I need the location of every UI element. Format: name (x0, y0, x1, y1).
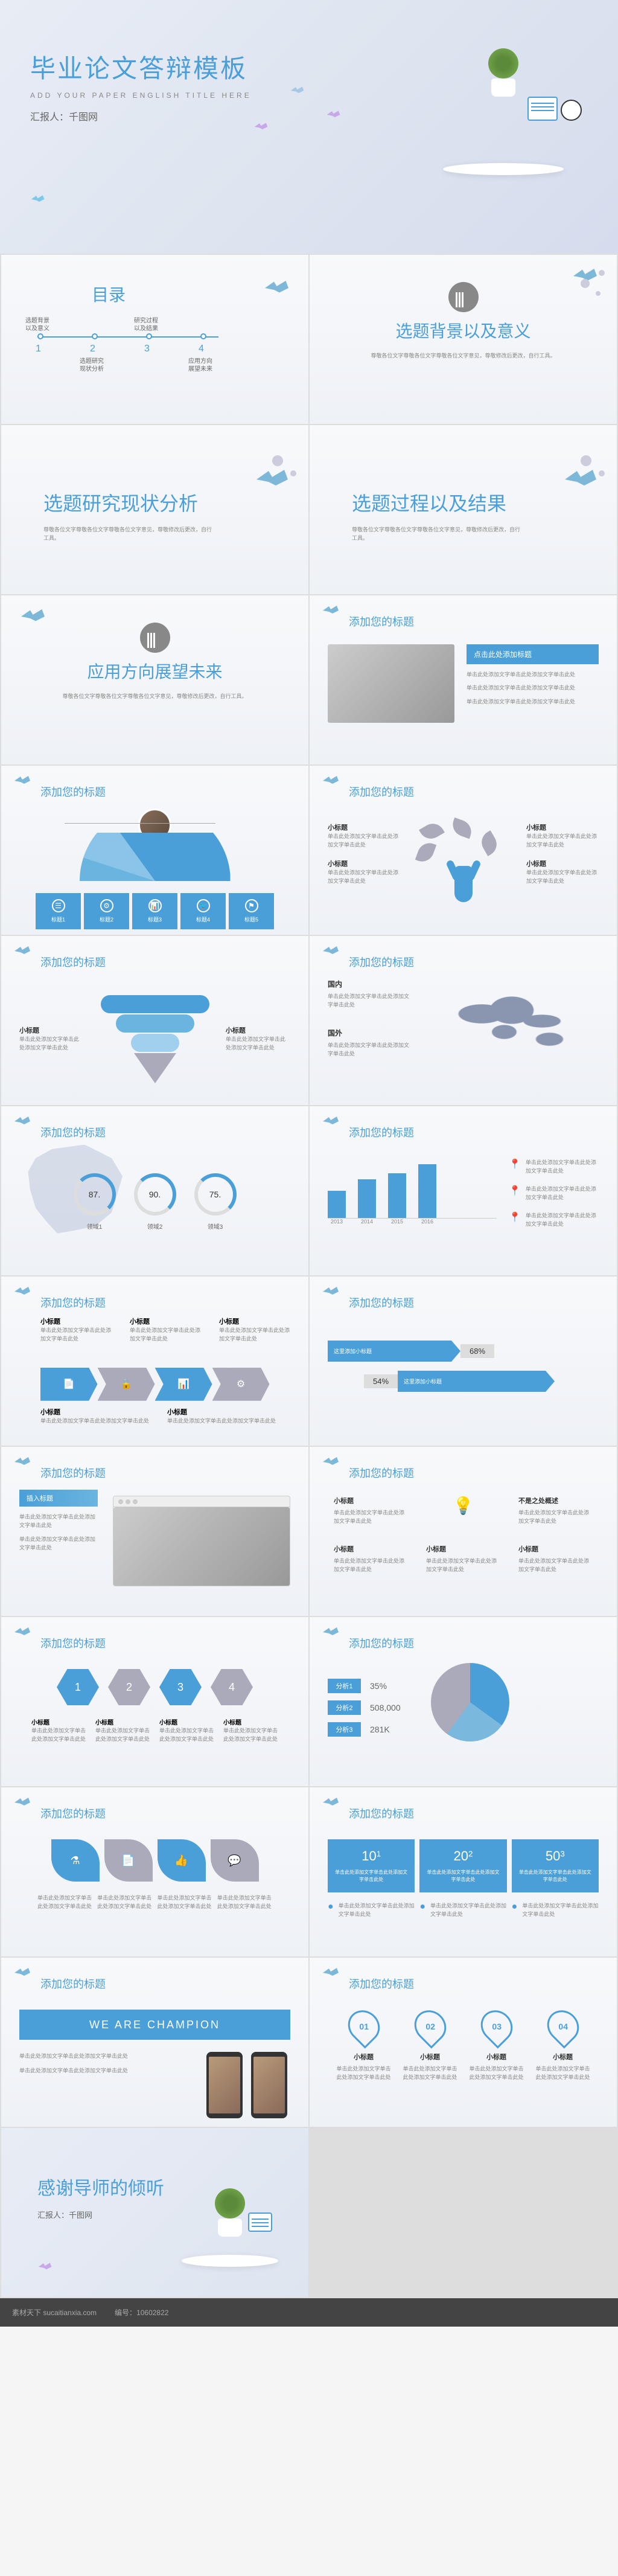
bird-icon (326, 109, 341, 121)
leaf-row: ⚗ 📄 👍 💬 (19, 1839, 290, 1882)
pie-chart (431, 1663, 509, 1741)
bird-icon (13, 945, 31, 958)
icon-tab: 📊标题3 (132, 893, 177, 929)
slide-china-circles: 添加您的标题 87.领域1 90.领域2 75.领域3 (1, 1106, 308, 1275)
image-placeholder (328, 644, 454, 723)
section-title: 选题过程以及结果 (352, 489, 599, 516)
champion-banner: WE ARE CHAMPION (19, 2010, 290, 2040)
section-title: 选题研究现状分析 (43, 489, 290, 516)
circle-stat: 87.领域1 (74, 1173, 116, 1231)
bird-icon (13, 1286, 31, 1299)
calendar-icon (527, 97, 558, 121)
bird-icon (322, 604, 340, 618)
slide-grid-3x2: 添加您的标题 小标题单击此处添加文字单击此处添加文字单击此处 💡 不是之处概述单… (310, 1447, 617, 1616)
stat-box: 503单击此处添加文字单击此处添加文字单击此处 (512, 1839, 599, 1892)
slide-champion: 添加您的标题 WE ARE CHAMPION 单击此处添加文字单击此处添加文字单… (1, 1958, 308, 2127)
section-title: 选题背景以及意义 (328, 318, 599, 342)
bird-icon (322, 775, 340, 788)
section-title: 应用方向展望未来 (19, 659, 290, 683)
circle-stat: 75.领域3 (194, 1173, 237, 1231)
slide-image-text: 添加您的标题 点击此处添加标题 单击此处添加文字单击此处添加文字单击此处 单击此… (310, 595, 617, 764)
slide-drops: 添加您的标题 01小标题单击此处添加文字单击此处添加文字单击此处 02小标题单击… (310, 1958, 617, 2127)
hexagon-row: 1 2 3 4 (19, 1669, 290, 1705)
bird-icon (13, 1115, 31, 1129)
slide-bar-chart: 添加您的标题 2013 2014 2015 2016 📍单击此处添加文字单击此处… (310, 1106, 617, 1275)
bird-icon (322, 945, 340, 958)
clock-icon (561, 100, 582, 121)
browser-mockup (113, 1496, 290, 1586)
phone-mockups (203, 2052, 290, 2121)
arrow-flow: 📄 🔒 📊 ⚙ (19, 1368, 290, 1401)
bird-icon (30, 193, 45, 205)
bird-icon (322, 1286, 340, 1299)
lightbulb-icon: 💡 (420, 1490, 506, 1532)
bird-icon (290, 85, 305, 97)
slides-grid: 目录 1 选题背景 以及意义 2 选题研究 现状分析 3 研究过程 以及结果 4… (0, 254, 618, 2298)
slide-section-4: 应用方向展望未来 尊敬各位文字尊敬各位文字尊敬各位文字意见，尊敬修改后更改，自行… (1, 595, 308, 764)
bird-icon (13, 1456, 31, 1469)
tree-diagram (427, 824, 500, 902)
icon-tab: ⚙标题2 (84, 893, 129, 929)
bird-icon (562, 467, 599, 495)
bird-icon (322, 1115, 340, 1129)
city-icon (140, 623, 170, 653)
city-icon (448, 282, 479, 312)
slide-fan-chart: 添加您的标题 ☰标题1 ⚙标题2 📊标题3 🐦标题4 ⚑标题5 (1, 766, 308, 935)
slide-funnel: 添加您的标题 小标题 单击此处添加文字单击此处添加文字单击此处 小标题 单击此处… (1, 936, 308, 1105)
bird-icon (322, 1456, 340, 1469)
page-footer: 素材天下 sucaitianxia.com 编号：10602822 (0, 2298, 618, 2327)
footer-id: 10602822 (136, 2308, 168, 2317)
bird-icon (13, 775, 31, 788)
cover-slide: 毕业论文答辩模板 ADD YOUR PAPER ENGLISH TITLE HE… (0, 0, 618, 254)
slide-pie-stats: 添加您的标题 分析135% 分析2508,000 分析3281K (310, 1617, 617, 1786)
bird-icon (322, 1796, 340, 1810)
bar-chart (328, 1158, 497, 1219)
bird-icon (13, 1967, 31, 1980)
cover-decoration (371, 36, 582, 205)
icon-tab: 🐦标题4 (180, 893, 226, 929)
slide-leaf-shapes: 添加您的标题 ⚗ 📄 👍 💬 单击此处添加文字单击此处添加文字单击此处 单击此处… (1, 1787, 308, 1956)
stat-box: 101单击此处添加文字单击此处添加文字单击此处 (328, 1839, 415, 1892)
slide-toc: 目录 1 选题背景 以及意义 2 选题研究 现状分析 3 研究过程 以及结果 4… (1, 255, 308, 424)
slide-world-map: 添加您的标题 国内 单击此处添加文字单击此处添加文字单击此处 国外 单击此处添加… (310, 936, 617, 1105)
drops-row: 01小标题单击此处添加文字单击此处添加文字单击此处 02小标题单击此处添加文字单… (328, 2010, 599, 2082)
world-map (436, 985, 587, 1057)
stat-box: 202单击此处添加文字单击此处添加文字单击此处 (419, 1839, 506, 1892)
bird-icon (322, 1626, 340, 1639)
slide-stat-boxes: 添加您的标题 101单击此处添加文字单击此处添加文字单击此处 202单击此处添加… (310, 1787, 617, 1956)
slide-thanks: 感谢导师的倾听 汇报人：千图网 (1, 2128, 308, 2297)
slide-pct-arrows: 添加您的标题 这里添加小标题 68% 54% 这里添加小标题 (310, 1277, 617, 1446)
bird-icon (19, 607, 46, 629)
bird-icon (13, 1796, 31, 1810)
icon-tab: ⚑标题5 (229, 893, 274, 929)
bird-icon (322, 1967, 340, 1980)
bird-icon (13, 1626, 31, 1639)
bird-icon (263, 279, 290, 300)
circle-stat: 90.领域2 (134, 1173, 176, 1231)
slide-section-2: 选题研究现状分析 尊敬各位文字尊敬各位文字尊敬各位文字意见，尊敬修改后更改，自行… (1, 425, 308, 594)
slide-section-1: 选题背景以及意义 尊敬各位文字尊敬各位文字尊敬各位文字意见，尊敬修改后更改，自行… (310, 255, 617, 424)
bird-icon (37, 2261, 53, 2273)
toc-heading: 目录 (92, 282, 290, 306)
slide-hexagons: 添加您的标题 1 2 3 4 小标题单击此处添加文字单击此处添加文字单击此处 小… (1, 1617, 308, 1786)
funnel-chart (96, 994, 214, 1083)
icon-tab: ☰标题1 (36, 893, 81, 929)
footer-site: 素材天下 sucaitianxia.com (12, 2307, 97, 2318)
slide-tree: 添加您的标题 小标题 单击此处添加文字单击此处添加文字单击此处 小标题 单击此处… (310, 766, 617, 935)
slide-browser: 添加您的标题 插入标题 单击此处添加文字单击此处添加文字单击此处 单击此处添加文… (1, 1447, 308, 1616)
bird-icon (254, 467, 290, 495)
slide-section-3: 选题过程以及结果 尊敬各位文字尊敬各位文字尊敬各位文字意见，尊敬修改后更改，自行… (310, 425, 617, 594)
slide-arrow-flow: 添加您的标题 小标题单击此处添加文字单击此处添加文字单击此处 小标题单击此处添加… (1, 1277, 308, 1446)
bird-icon (253, 121, 269, 133)
